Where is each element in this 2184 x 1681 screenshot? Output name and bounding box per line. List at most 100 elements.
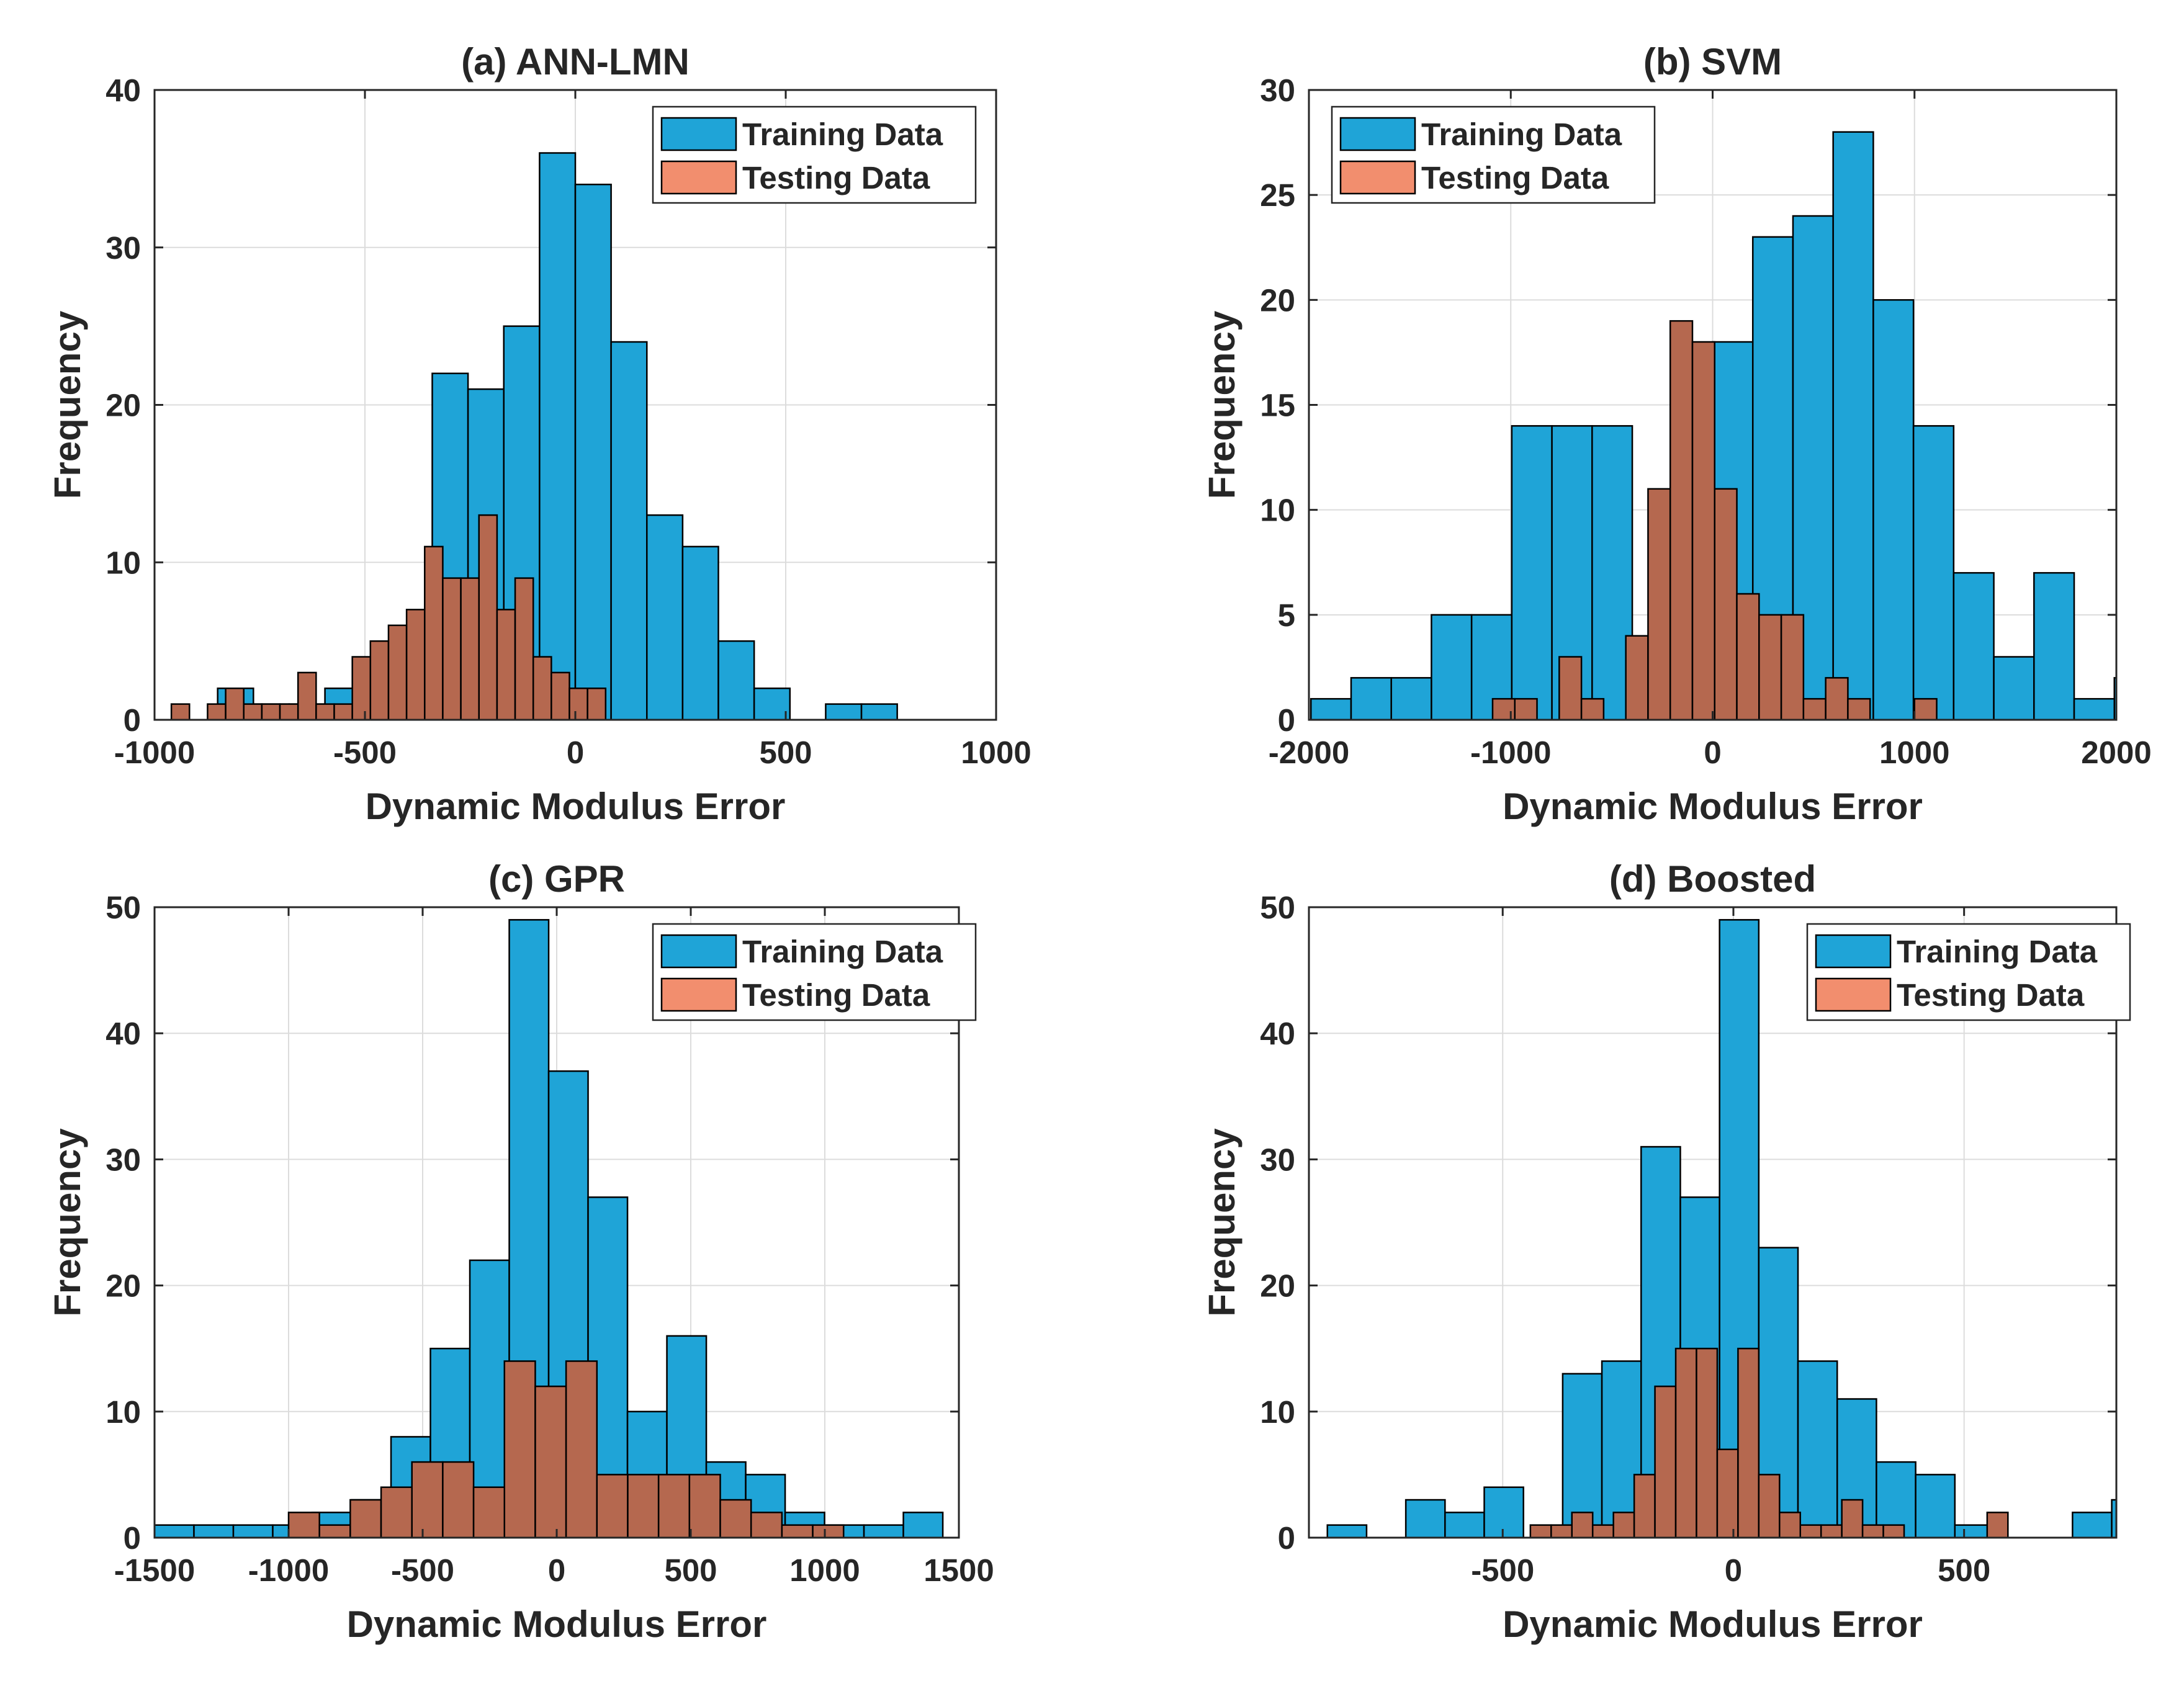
training-bar (2033, 572, 2075, 721)
testing-bar (596, 1474, 629, 1539)
training-bar (574, 184, 612, 721)
testing-bar (719, 1499, 752, 1539)
testing-bar (1674, 1347, 1697, 1539)
x-tick-label: 500 (759, 735, 812, 770)
y-axis-label: Frequency (1201, 1128, 1243, 1317)
testing-bar (411, 1461, 444, 1539)
legend-swatch-testing (1339, 160, 1416, 195)
training-bar (539, 152, 577, 721)
legend-swatch-testing (660, 160, 737, 195)
testing-bar (287, 1512, 320, 1539)
subplot-d: -500 0 500 0 10 20 30 40 50 (d) Boosted Dynamic Mo… (1201, 858, 2131, 1645)
y-axis-label: Frequency (47, 1128, 88, 1317)
training-bar (610, 341, 648, 721)
testing-bar (369, 640, 390, 721)
x-tick-label: -500 (333, 735, 397, 770)
testing-bar (781, 1524, 814, 1539)
testing-bar (1633, 1474, 1656, 1539)
legend: Training Data Testing Data (652, 923, 977, 1021)
testing-bar (627, 1474, 660, 1539)
testing-bar (333, 703, 353, 721)
testing-bar (460, 577, 480, 721)
legend-swatch-training (1339, 117, 1416, 151)
testing-bar (1696, 1347, 1719, 1539)
testing-bar (472, 1486, 506, 1539)
legend-swatch-training (660, 934, 737, 969)
y-tick-label: 30 (1260, 73, 1295, 108)
training-bar (681, 545, 719, 721)
y-tick-label: 25 (1260, 177, 1295, 213)
training-bar (193, 1524, 235, 1539)
legend-label-testing: Testing Data (1421, 160, 1609, 195)
testing-bar (550, 671, 570, 721)
testing-bar (1591, 1524, 1614, 1539)
x-axis-label: Dynamic Modulus Error (1503, 1603, 1923, 1645)
x-tick-label: 500 (1938, 1553, 1990, 1588)
training-bar (1915, 1474, 1956, 1539)
testing-bar (318, 1524, 351, 1539)
legend-label-training: Training Data (1897, 934, 2098, 969)
testing-bar (1612, 1512, 1635, 1539)
x-tick-label: 1000 (1879, 735, 1949, 770)
training-bar (1326, 1524, 1368, 1539)
testing-bar (351, 656, 372, 721)
training-bar (1350, 677, 1392, 721)
x-tick-label: -500 (391, 1553, 454, 1588)
y-tick-label: 0 (124, 1520, 141, 1556)
testing-bar (442, 1461, 475, 1539)
legend-label-testing: Testing Data (742, 977, 930, 1013)
legend: Training Data Testing Data (1331, 105, 1656, 204)
y-tick-label: 40 (106, 73, 141, 108)
y-tick-label: 30 (1260, 1142, 1295, 1177)
legend-swatch-testing (660, 977, 737, 1012)
y-tick-label: 0 (1278, 1520, 1295, 1556)
x-tick-label: 0 (1704, 735, 1721, 770)
x-tick-label: -1000 (248, 1553, 329, 1588)
testing-bar (1737, 1347, 1760, 1539)
testing-bar (1758, 1474, 1781, 1539)
x-tick-label: 1000 (961, 735, 1031, 770)
testing-bar (279, 703, 299, 721)
testing-bar (387, 624, 408, 721)
testing-bar (380, 1486, 413, 1539)
testing-bar (1847, 697, 1871, 721)
testing-bar (1580, 697, 1605, 721)
y-tick-label: 20 (106, 388, 141, 423)
testing-bar (1714, 488, 1738, 721)
x-tick-label: -1000 (114, 735, 195, 770)
x-tick-label: -1000 (1470, 735, 1551, 770)
legend-swatch-training (1815, 934, 1892, 969)
y-tick-label: 20 (1260, 1268, 1295, 1304)
testing-bar (1841, 1499, 1864, 1539)
legend-label-training: Training Data (1421, 117, 1622, 152)
training-bar (860, 703, 898, 721)
testing-bar (1780, 614, 1805, 721)
training-bar (1404, 1499, 1446, 1539)
subplot-a: -1000 -500 0 500 1000 0 10 20 30 40 (a) ANN-LMN Dyn… (47, 41, 1031, 827)
subplot-c: -1500 -1000 -500 0 500 1000 1500 0 10 20 30 40 50 (c)… (47, 858, 994, 1645)
y-axis-label: Frequency (47, 310, 88, 499)
testing-bar (688, 1474, 721, 1539)
testing-bar (1647, 488, 1671, 721)
training-bar (1832, 131, 1874, 721)
testing-bar (1779, 1512, 1802, 1539)
testing-bar (1716, 1448, 1739, 1539)
y-tick-label: 20 (1260, 282, 1295, 318)
testing-bar (1861, 1524, 1884, 1539)
plot-title: (b) SVM (1643, 41, 1782, 83)
testing-bar (207, 703, 227, 721)
testing-bar (1802, 697, 1827, 721)
testing-bar (496, 609, 516, 721)
testing-bar (1558, 656, 1583, 721)
training-bar (1912, 425, 1955, 721)
y-axis-label: Frequency (1201, 310, 1243, 499)
y-tick-label: 20 (106, 1268, 141, 1304)
training-bar (1511, 425, 1553, 721)
testing-bar (1571, 1512, 1594, 1539)
testing-bar (1825, 677, 1849, 721)
legend-label-testing: Testing Data (742, 160, 930, 195)
plot-title: (d) Boosted (1609, 858, 1816, 900)
x-tick-label: -500 (1471, 1553, 1534, 1588)
testing-bar (1691, 341, 1716, 721)
testing-bar (1820, 1524, 1843, 1539)
